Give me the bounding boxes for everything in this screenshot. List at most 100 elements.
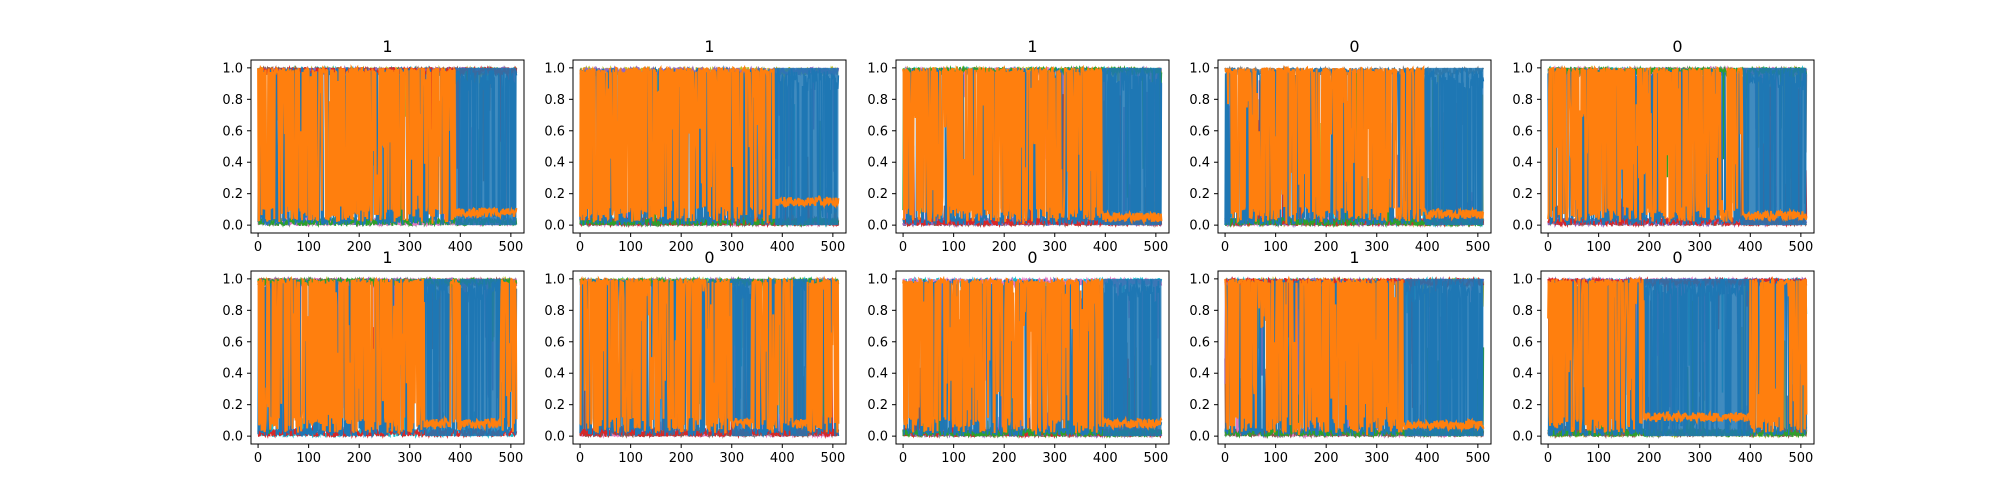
y-tick-label: 0.6 [1512, 335, 1533, 350]
plot-area [1225, 279, 1483, 436]
y-tick-label: 0.4 [222, 156, 243, 171]
x-tick-label: 100 [1586, 451, 1611, 466]
subplot-7: 0 100 200 300 400 500 0.0 0.2 0.4 0.6 0.8 1.0 0 [544, 248, 846, 466]
x-tick-label: 0 [576, 451, 584, 466]
blue-band [1425, 68, 1484, 225]
x-tick-label: 300 [719, 240, 744, 255]
x-tick-label: 200 [347, 451, 372, 466]
subplot-title: 1 [1349, 248, 1359, 267]
x-tick-label: 400 [770, 451, 795, 466]
blue-band [425, 279, 450, 436]
blue-band [460, 279, 500, 436]
x-tick-label: 200 [1314, 240, 1339, 255]
y-tick-label: 1.0 [1512, 272, 1533, 287]
x-tick-label: 100 [941, 451, 966, 466]
y-tick-label: 0.4 [867, 367, 888, 382]
subplot-8: 0 100 200 300 400 500 0.0 0.2 0.4 0.6 0.8 1.0 0 [867, 248, 1169, 466]
y-tick-label: 0.2 [867, 187, 888, 202]
y-tick-label: 0.8 [222, 93, 243, 108]
x-tick-label: 100 [296, 240, 321, 255]
subplot-2: 0 100 200 300 400 5000.00.20.40.60.81.01 [544, 37, 846, 255]
blue-band [1103, 279, 1162, 436]
plot-area [1225, 68, 1483, 225]
y-tick-label: 0.0 [544, 430, 565, 445]
subplot-title: 1 [382, 37, 392, 56]
y-tick-label: 0.0 [544, 219, 565, 234]
blue-band [1743, 68, 1807, 225]
plot-area [1548, 68, 1806, 225]
subplot-4: 0 100 200 300 400 5000.00.20.40.60.81.00 [1189, 37, 1491, 255]
x-tick-label: 200 [347, 240, 372, 255]
y-tick-label: 1.0 [222, 61, 243, 76]
x-tick-label: 500 [498, 451, 523, 466]
x-tick-label: 300 [1364, 240, 1389, 255]
y-tick-label: 0.6 [1189, 335, 1210, 350]
x-tick-label: 0 [254, 240, 262, 255]
x-tick-label: 500 [1143, 240, 1168, 255]
y-tick-label: 1.0 [1189, 272, 1210, 287]
plot-area [258, 68, 516, 225]
x-tick-label: 100 [618, 451, 643, 466]
y-tick-label: 0.0 [222, 219, 243, 234]
subplot-3: 0 100 200 300 400 5000.00.20.40.60.81.01 [867, 37, 1169, 255]
y-tick-label: 0.6 [867, 335, 888, 350]
x-tick-label: 0 [899, 240, 907, 255]
x-tick-label: 300 [1042, 240, 1067, 255]
x-tick-label: 400 [1415, 451, 1440, 466]
y-tick-label: 0.4 [544, 367, 565, 382]
y-tick-label: 0.4 [1512, 156, 1533, 171]
plot-area [258, 279, 516, 436]
y-tick-label: 0.0 [1512, 430, 1533, 445]
y-tick-label: 0.6 [222, 124, 243, 139]
blue-band [792, 279, 807, 436]
y-tick-label: 0.0 [867, 430, 888, 445]
y-tick-label: 1.0 [1512, 61, 1533, 76]
x-tick-label: 100 [618, 240, 643, 255]
y-tick-label: 0.0 [867, 219, 888, 234]
y-tick-label: 0.0 [1512, 219, 1533, 234]
y-tick-label: 0.6 [544, 335, 565, 350]
y-tick-label: 0.0 [222, 430, 243, 445]
subplot-title: 1 [382, 248, 392, 267]
x-tick-label: 500 [1465, 240, 1490, 255]
x-tick-label: 300 [719, 451, 744, 466]
y-tick-label: 0.0 [1189, 219, 1210, 234]
blue-band [455, 68, 516, 225]
subplot-1: 0 100 200 300 400 500 0.0 0.2 0.4 0.6 0.8 1.0 1 [222, 37, 524, 255]
y-tick-label: 0.4 [1189, 156, 1210, 171]
x-tick-label: 100 [296, 451, 321, 466]
x-tick-label: 0 [576, 240, 584, 255]
y-tick-label: 0.8 [544, 93, 565, 108]
x-tick-label: 400 [1738, 240, 1763, 255]
subplot-title: 0 [1672, 37, 1682, 56]
x-tick-label: 200 [1637, 451, 1662, 466]
y-tick-label: 0.4 [1189, 367, 1210, 382]
plot-area [580, 279, 838, 436]
x-tick-label: 0 [1221, 451, 1229, 466]
x-tick-label: 300 [397, 451, 422, 466]
subplot-9: 0 100 200 300 400 5000.00.20.40.60.81.01 [1189, 248, 1491, 466]
y-tick-label: 0.8 [1512, 93, 1533, 108]
x-tick-label: 100 [1263, 240, 1288, 255]
subplot-title: 1 [704, 37, 714, 56]
x-tick-label: 100 [1263, 451, 1288, 466]
y-tick-label: 1.0 [544, 61, 565, 76]
y-tick-label: 0.6 [544, 124, 565, 139]
subplot-6: 0 100 200 300 400 5000.00.20.40.60.81.01 [222, 248, 524, 466]
y-tick-label: 0.8 [867, 93, 888, 108]
y-tick-label: 0.6 [1512, 124, 1533, 139]
y-tick-label: 0.4 [1512, 367, 1533, 382]
y-tick-label: 0.2 [544, 187, 565, 202]
y-tick-label: 0.8 [544, 304, 565, 319]
x-tick-label: 400 [448, 451, 473, 466]
y-tick-label: 0.2 [222, 398, 243, 413]
y-tick-label: 0.6 [1189, 124, 1210, 139]
x-tick-label: 400 [770, 240, 795, 255]
blue-band [1103, 68, 1162, 225]
subplot-10: 0 100 200 300 400 5000.00.20.40.60.81.00 [1512, 248, 1814, 466]
y-tick-label: 0.0 [1189, 430, 1210, 445]
x-tick-label: 100 [1586, 240, 1611, 255]
plot-area [580, 68, 838, 225]
x-tick-label: 400 [1738, 451, 1763, 466]
